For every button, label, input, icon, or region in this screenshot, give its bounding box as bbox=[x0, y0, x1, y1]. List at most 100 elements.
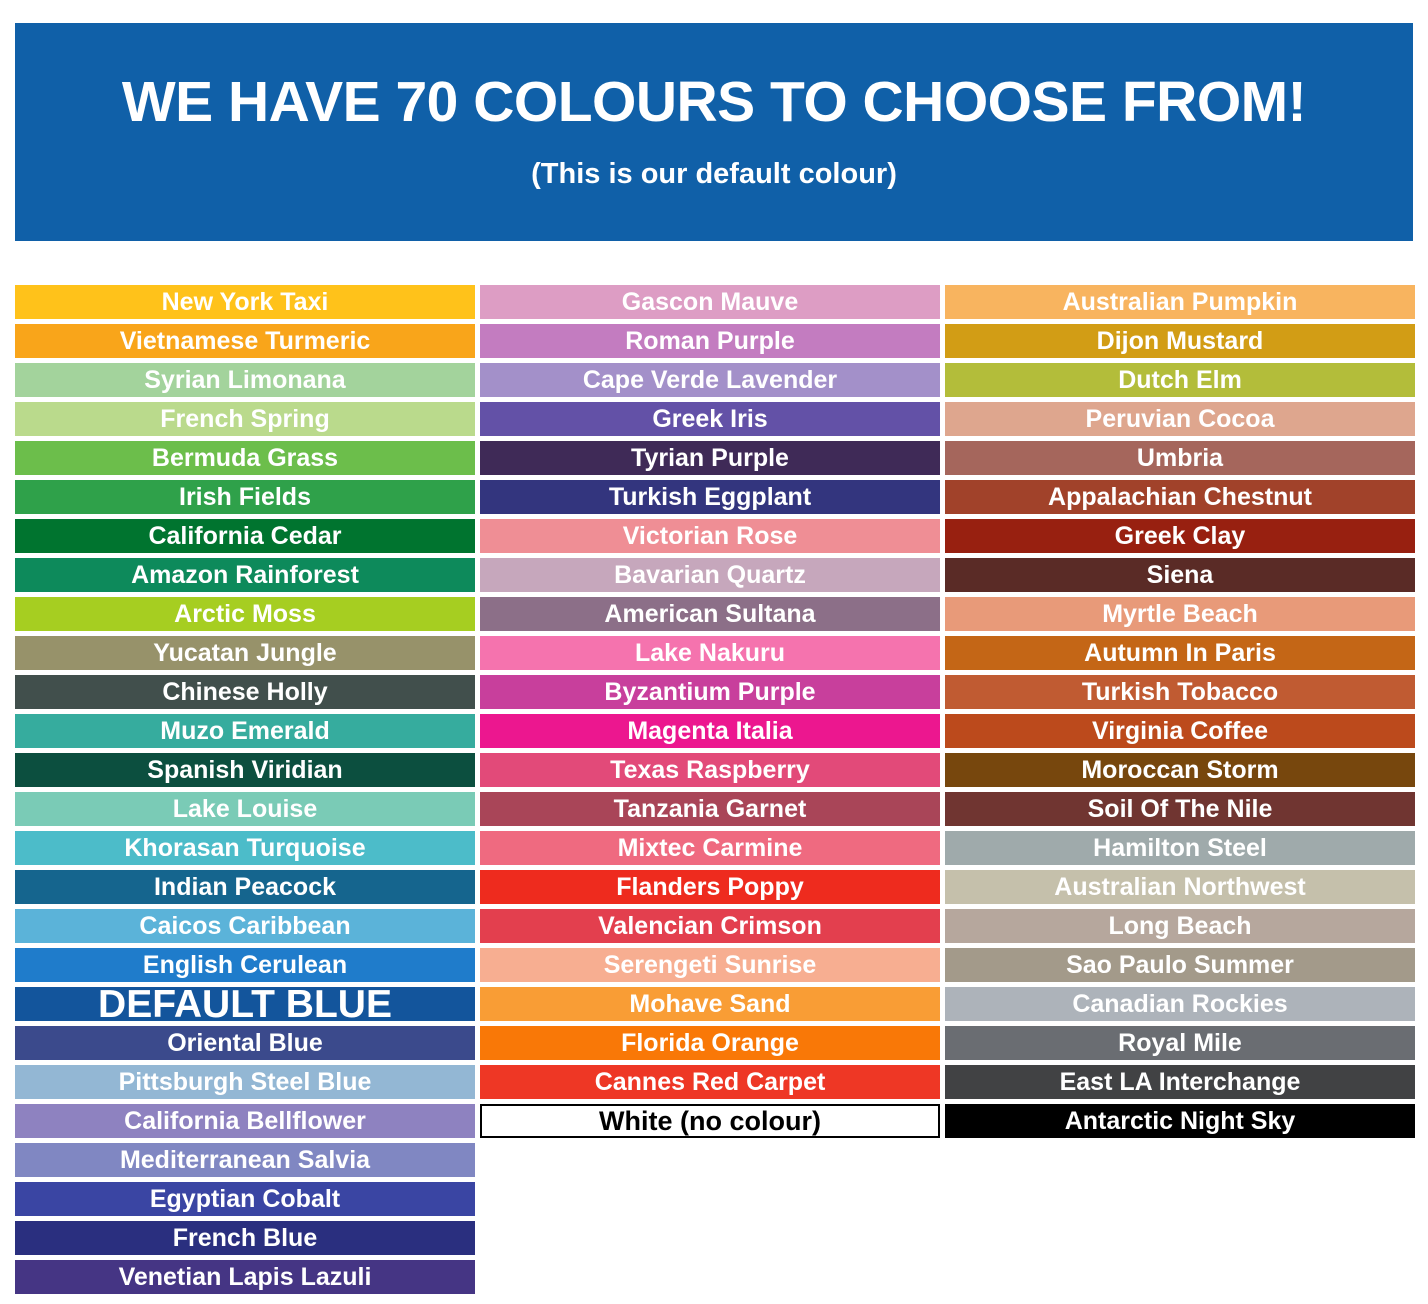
colour-swatch-label: Indian Peacock bbox=[153, 872, 337, 901]
colour-swatch[interactable]: Khorasan Turquoise bbox=[15, 831, 475, 865]
colour-swatch[interactable]: Bavarian Quartz bbox=[480, 558, 940, 592]
colour-swatch[interactable]: Dutch Elm bbox=[945, 363, 1415, 397]
colour-swatch-label: Khorasan Turquoise bbox=[124, 833, 366, 862]
colour-swatch[interactable]: Turkish Tobacco bbox=[945, 675, 1415, 709]
colour-swatch[interactable]: Cannes Red Carpet bbox=[480, 1065, 940, 1099]
colour-swatch[interactable]: Royal Mile bbox=[945, 1026, 1415, 1060]
colour-swatch-label: Yucatan Jungle bbox=[153, 638, 337, 667]
colour-swatch[interactable]: Virginia Coffee bbox=[945, 714, 1415, 748]
colour-swatch[interactable]: American Sultana bbox=[480, 597, 940, 631]
colour-swatch[interactable]: Flanders Poppy bbox=[480, 870, 940, 904]
colour-swatch[interactable]: Pittsburgh Steel Blue bbox=[15, 1065, 475, 1099]
colour-swatch[interactable]: Serengeti Sunrise bbox=[480, 948, 940, 982]
colour-swatch-label: Texas Raspberry bbox=[610, 755, 810, 784]
colour-swatch[interactable]: Muzo Emerald bbox=[15, 714, 475, 748]
colour-swatch[interactable]: Florida Orange bbox=[480, 1026, 940, 1060]
colour-swatch[interactable]: Yucatan Jungle bbox=[15, 636, 475, 670]
colour-swatch[interactable]: Venetian Lapis Lazuli bbox=[15, 1260, 475, 1294]
colour-swatch[interactable]: Lake Louise bbox=[15, 792, 475, 826]
colour-swatch-label: Antarctic Night Sky bbox=[1064, 1106, 1296, 1135]
colour-swatch-label: Tanzania Garnet bbox=[613, 794, 807, 823]
colour-swatch[interactable]: Valencian Crimson bbox=[480, 909, 940, 943]
colour-swatch-label: Tyrian Purple bbox=[631, 443, 789, 472]
colour-swatch-label: Sao Paulo Summer bbox=[1066, 950, 1294, 979]
colour-swatch[interactable]: Moroccan Storm bbox=[945, 753, 1415, 787]
page-subtitle: (This is our default colour) bbox=[531, 158, 897, 191]
colour-swatch[interactable]: Chinese Holly bbox=[15, 675, 475, 709]
colour-swatch[interactable]: Appalachian Chestnut bbox=[945, 480, 1415, 514]
colour-swatch[interactable]: Texas Raspberry bbox=[480, 753, 940, 787]
colour-swatch[interactable]: Antarctic Night Sky bbox=[945, 1104, 1415, 1138]
colour-swatch[interactable]: Cape Verde Lavender bbox=[480, 363, 940, 397]
colour-swatch[interactable]: Siena bbox=[945, 558, 1415, 592]
colour-swatch[interactable]: Egyptian Cobalt bbox=[15, 1182, 475, 1216]
colour-swatch[interactable]: Long Beach bbox=[945, 909, 1415, 943]
colour-swatch[interactable]: Caicos Caribbean bbox=[15, 909, 475, 943]
colour-swatch-label: American Sultana bbox=[604, 599, 816, 628]
colour-swatch[interactable]: Syrian Limonana bbox=[15, 363, 475, 397]
colour-swatch[interactable]: Indian Peacock bbox=[15, 870, 475, 904]
colour-swatch-label: Dutch Elm bbox=[1118, 365, 1242, 394]
colour-swatch-label: Autumn In Paris bbox=[1084, 638, 1276, 667]
colour-swatch-label: Soil Of The Nile bbox=[1087, 794, 1273, 823]
colour-swatch[interactable]: Mediterranean Salvia bbox=[15, 1143, 475, 1177]
colour-swatch[interactable]: Byzantium Purple bbox=[480, 675, 940, 709]
colour-swatch[interactable]: DEFAULT BLUE bbox=[15, 985, 475, 1024]
colour-swatch-label: Lake Louise bbox=[172, 794, 318, 823]
colour-swatch-label: Greek Iris bbox=[652, 404, 768, 433]
colour-swatch[interactable]: Canadian Rockies bbox=[945, 987, 1415, 1021]
colour-swatch[interactable]: Spanish Viridian bbox=[15, 753, 475, 787]
colour-swatch[interactable]: Greek Clay bbox=[945, 519, 1415, 553]
colour-swatch[interactable]: Vietnamese Turmeric bbox=[15, 324, 475, 358]
colour-swatch-label: Gascon Mauve bbox=[621, 287, 799, 316]
colour-swatch[interactable]: East LA Interchange bbox=[945, 1065, 1415, 1099]
colour-swatch[interactable]: Australian Pumpkin bbox=[945, 285, 1415, 319]
colour-swatch[interactable]: Lake Nakuru bbox=[480, 636, 940, 670]
colour-swatch[interactable]: French Spring bbox=[15, 402, 475, 436]
colour-swatch[interactable]: Tanzania Garnet bbox=[480, 792, 940, 826]
colour-swatch-label: Victorian Rose bbox=[622, 521, 798, 550]
colour-swatch[interactable]: Mohave Sand bbox=[480, 987, 940, 1021]
colour-swatch[interactable]: Roman Purple bbox=[480, 324, 940, 358]
colour-swatch[interactable]: Arctic Moss bbox=[15, 597, 475, 631]
colour-swatch[interactable]: Hamilton Steel bbox=[945, 831, 1415, 865]
colour-swatch[interactable]: Myrtle Beach bbox=[945, 597, 1415, 631]
colour-swatch-label: White (no colour) bbox=[599, 1105, 821, 1136]
colour-swatch[interactable]: Irish Fields bbox=[15, 480, 475, 514]
colour-swatch-label: Bermuda Grass bbox=[151, 443, 339, 472]
colour-swatch[interactable]: Turkish Eggplant bbox=[480, 480, 940, 514]
colour-swatch-label: Venetian Lapis Lazuli bbox=[118, 1262, 372, 1291]
colour-swatch[interactable]: Gascon Mauve bbox=[480, 285, 940, 319]
colour-swatch[interactable]: California Bellflower bbox=[15, 1104, 475, 1138]
colour-swatch[interactable]: Greek Iris bbox=[480, 402, 940, 436]
colour-swatch[interactable]: Autumn In Paris bbox=[945, 636, 1415, 670]
colour-swatch-label: Irish Fields bbox=[179, 482, 311, 511]
colour-swatch[interactable]: English Cerulean bbox=[15, 948, 475, 982]
colour-swatch[interactable]: Tyrian Purple bbox=[480, 441, 940, 475]
colour-swatch[interactable]: Australian Northwest bbox=[945, 870, 1415, 904]
colour-swatch[interactable]: Dijon Mustard bbox=[945, 324, 1415, 358]
colour-swatch-label: East LA Interchange bbox=[1059, 1067, 1301, 1096]
colour-swatch[interactable]: Soil Of The Nile bbox=[945, 792, 1415, 826]
colour-swatch[interactable]: Mixtec Carmine bbox=[480, 831, 940, 865]
colour-swatch[interactable]: New York Taxi bbox=[15, 285, 475, 319]
colour-swatch[interactable]: Umbria bbox=[945, 441, 1415, 475]
colour-swatch[interactable]: French Blue bbox=[15, 1221, 475, 1255]
colour-swatch-label: Egyptian Cobalt bbox=[149, 1184, 341, 1213]
colour-swatch[interactable]: Peruvian Cocoa bbox=[945, 402, 1415, 436]
colour-swatch-label: Valencian Crimson bbox=[598, 911, 822, 940]
colour-swatch[interactable]: Bermuda Grass bbox=[15, 441, 475, 475]
colour-swatch-label: Siena bbox=[1146, 560, 1214, 589]
swatch-column: New York Taxi Vietnamese Turmeric Syrian L… bbox=[15, 285, 475, 1294]
colour-swatch-label: Cannes Red Carpet bbox=[594, 1067, 826, 1096]
colour-swatch[interactable]: Sao Paulo Summer bbox=[945, 948, 1415, 982]
colour-swatch-label: Dijon Mustard bbox=[1096, 326, 1264, 355]
colour-swatch-label: Hamilton Steel bbox=[1093, 833, 1267, 862]
colour-swatch[interactable]: Victorian Rose bbox=[480, 519, 940, 553]
colour-swatch[interactable]: Oriental Blue bbox=[15, 1026, 475, 1060]
colour-swatch[interactable]: Magenta Italia bbox=[480, 714, 940, 748]
colour-swatch-label: Arctic Moss bbox=[174, 599, 316, 628]
colour-swatch[interactable]: Amazon Rainforest bbox=[15, 558, 475, 592]
colour-swatch[interactable]: California Cedar bbox=[15, 519, 475, 553]
colour-swatch[interactable]: White (no colour) bbox=[480, 1104, 940, 1138]
